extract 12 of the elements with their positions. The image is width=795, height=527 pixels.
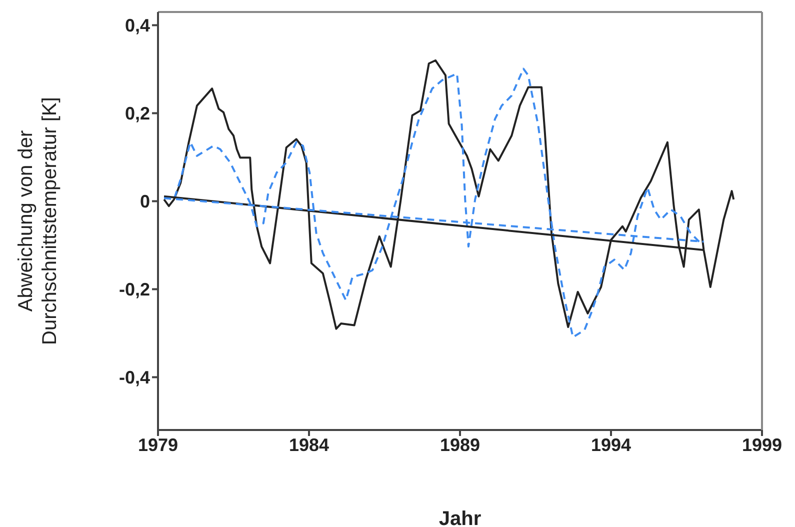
y-tick-label: 0,4 [124, 16, 150, 36]
x-tick-label: 1979 [138, 434, 178, 455]
y-tick-label: 0,2 [124, 104, 150, 124]
y-tick-label: -0,2 [118, 280, 150, 300]
x-tick-label: 1994 [590, 434, 632, 455]
x-tick-label: 1989 [440, 434, 480, 455]
y-axis-title: Abweichung von der Durchschnittstemperatur [K] [15, 97, 61, 345]
y-tick-label: 0 [140, 192, 150, 212]
y-tick-label: -0,4 [118, 368, 150, 388]
x-tick-label: 1984 [288, 434, 330, 455]
x-axis-title: Jahr [438, 508, 482, 527]
x-tick-label: 1999 [742, 434, 782, 455]
